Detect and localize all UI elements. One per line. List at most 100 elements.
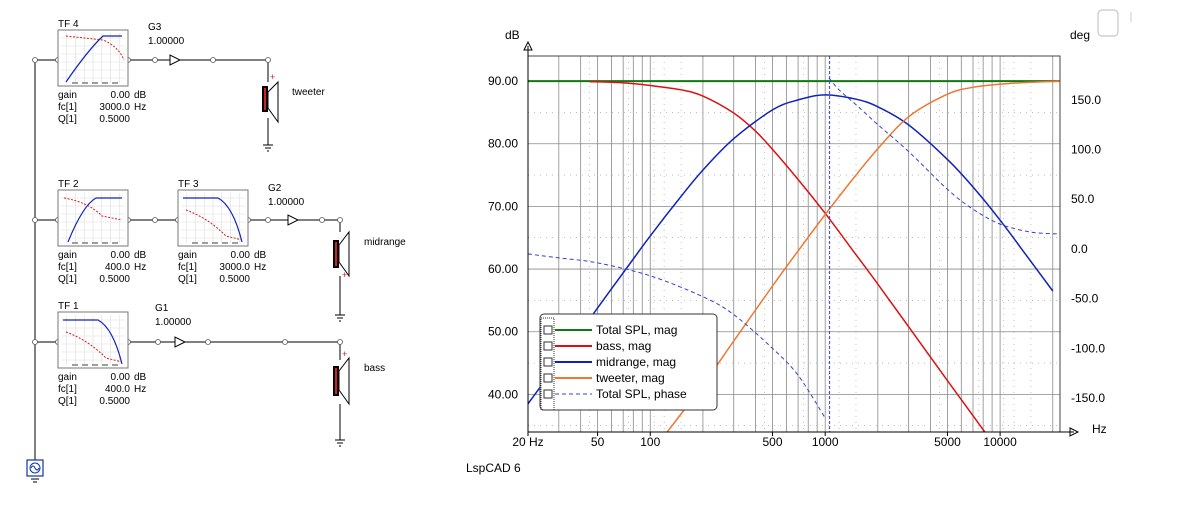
gain-value: 1.00000 <box>268 197 305 208</box>
x-tick-label: 20 Hz <box>512 435 543 449</box>
param-unit: Hz <box>254 262 266 273</box>
legend-item-4[interactable]: Total SPL, phase <box>543 387 687 401</box>
legend-checkbox-icon[interactable] <box>543 357 553 367</box>
mini-phase-curve <box>65 331 123 363</box>
param-unit: Hz <box>134 102 146 113</box>
x-tick-label: 50 <box>591 435 605 449</box>
param-value[interactable]: 400.0 <box>105 384 130 395</box>
series-line-4 <box>828 77 1060 235</box>
y2-tick-label: -50.0 <box>1071 292 1099 306</box>
y2-tick-label: 0.0 <box>1071 242 1088 256</box>
param-unit: dB <box>134 372 147 383</box>
legend-box <box>539 313 718 411</box>
gain-label: G2 <box>268 183 282 194</box>
frequency-response-chart[interactable]: 20 Hz 50 100 500 1000 5000 10000 40.00 50.00 60.0… <box>488 28 1107 453</box>
driver-tweeter[interactable]: + tweeter <box>262 72 325 124</box>
gain-amplifier-icon <box>287 214 300 226</box>
param-name: gain <box>58 372 77 383</box>
param-value[interactable]: 400.0 <box>105 262 130 273</box>
gain-g3[interactable]: G3 1.00000 <box>148 22 185 66</box>
y2-tick-label: -100.0 <box>1071 341 1105 355</box>
param-unit: Hz <box>134 384 146 395</box>
legend-checkbox-icon[interactable] <box>543 341 553 351</box>
ground-symbols <box>263 144 345 447</box>
param-name: Q[1] <box>58 396 77 407</box>
param-value[interactable]: 0.00 <box>111 90 131 101</box>
param-value[interactable]: 0.00 <box>231 250 251 261</box>
gain-g1[interactable]: G1 1.00000 <box>155 303 192 348</box>
block-label: TF 4 <box>58 19 79 30</box>
legend-item-3[interactable]: tweeter, mag <box>543 371 665 385</box>
legend-item-0[interactable]: Total SPL, mag <box>543 323 677 337</box>
y2-tick-label: -150.0 <box>1071 391 1105 405</box>
mini-magnitude-curve <box>63 319 123 365</box>
legend-checkbox-icon[interactable] <box>543 373 553 383</box>
legend-label: bass, mag <box>596 339 651 353</box>
x-tick-label: 100 <box>640 435 660 449</box>
param-value[interactable]: 0.00 <box>111 250 131 261</box>
param-name: fc[1] <box>58 384 77 395</box>
legend-checkbox-icon[interactable] <box>543 389 553 399</box>
speaker-cone-icon <box>267 80 279 124</box>
series-line-1 <box>589 80 986 432</box>
chart-legend[interactable]: Total SPL, mag bass, mag midrange, mag twee… <box>539 313 718 411</box>
gain-amplifier-icon <box>174 336 187 348</box>
param-value[interactable]: 0.5000 <box>99 396 130 407</box>
polarity-plus: + <box>270 72 275 82</box>
x-axis-label: Hz <box>1092 422 1107 436</box>
y-tick-label: 70.00 <box>488 199 518 213</box>
legend-label: Total SPL, mag <box>596 323 677 337</box>
driver-midrange[interactable]: + midrange <box>333 230 406 280</box>
gain-value: 1.00000 <box>155 317 192 328</box>
param-value[interactable]: 0.5000 <box>219 274 250 285</box>
param-name: Q[1] <box>58 114 77 125</box>
legend-label: midrange, mag <box>596 355 676 369</box>
transfer-function-tf1[interactable]: TF 1 gain 0.00 dB fc[1] 400.0 Hz Q[1] 0.5000 <box>57 301 147 407</box>
transfer-function-tf4[interactable]: TF 4 gain 0.00 dB fc[1] 3000.0 Hz Q[1] 0.5000 <box>57 19 147 125</box>
param-name: Q[1] <box>58 274 77 285</box>
legend-focus-rect <box>540 317 555 411</box>
polarity-plus: + <box>342 349 347 359</box>
param-value[interactable]: 3000.0 <box>219 262 250 273</box>
param-name: fc[1] <box>58 262 77 273</box>
legend-label: tweeter, mag <box>596 371 665 385</box>
y-tick-label: 40.00 <box>488 387 518 401</box>
driver-label: midrange <box>364 237 406 248</box>
block-label: TF 2 <box>58 179 79 190</box>
toggle-box-icon <box>1097 9 1119 37</box>
speaker-coil <box>335 242 337 266</box>
speaker-cone-icon <box>338 230 350 278</box>
param-unit: Hz <box>134 262 146 273</box>
ground-icon <box>263 144 273 152</box>
driver-label: tweeter <box>292 87 325 98</box>
legend-item-2[interactable]: midrange, mag <box>543 355 676 369</box>
param-value[interactable]: 0.5000 <box>99 274 130 285</box>
transfer-function-tf3[interactable]: TF 3 gain 0.00 dB fc[1] 3000.0 Hz Q[1] 0.5000 <box>177 179 267 285</box>
legend-checkbox-icon[interactable] <box>543 325 553 335</box>
gain-amplifier-icon <box>169 54 182 66</box>
legend-item-1[interactable]: bass, mag <box>543 339 651 353</box>
param-name: gain <box>58 250 77 261</box>
signal-generator[interactable] <box>26 459 44 483</box>
ground-icon <box>335 439 345 447</box>
gain-g2[interactable]: G2 1.00000 <box>268 183 305 226</box>
y-axis-label: dB <box>505 28 520 42</box>
y2-axis-label: deg <box>1070 28 1090 42</box>
app-name: LspCAD 6 <box>466 461 521 475</box>
transfer-function-tf2[interactable]: TF 2 gain 0.00 dB fc[1] 400.0 Hz Q[1] 0.5000 <box>57 179 147 285</box>
speaker-coil <box>335 368 337 394</box>
series-line-4 <box>528 253 826 419</box>
param-value[interactable]: 3000.0 <box>99 102 130 113</box>
param-unit: dB <box>134 250 147 261</box>
y2-tick-label: 150.0 <box>1071 93 1101 107</box>
param-value[interactable]: 0.5000 <box>99 114 130 125</box>
y-tick-label: 60.00 <box>488 262 518 276</box>
mini-phase-curve <box>185 209 243 241</box>
sine-wave-icon <box>30 465 40 471</box>
corner-toggle[interactable] <box>1097 9 1132 37</box>
param-value[interactable]: 0.00 <box>111 372 131 383</box>
x-tick-label: 500 <box>763 435 783 449</box>
driver-bass[interactable]: + bass <box>333 349 385 406</box>
